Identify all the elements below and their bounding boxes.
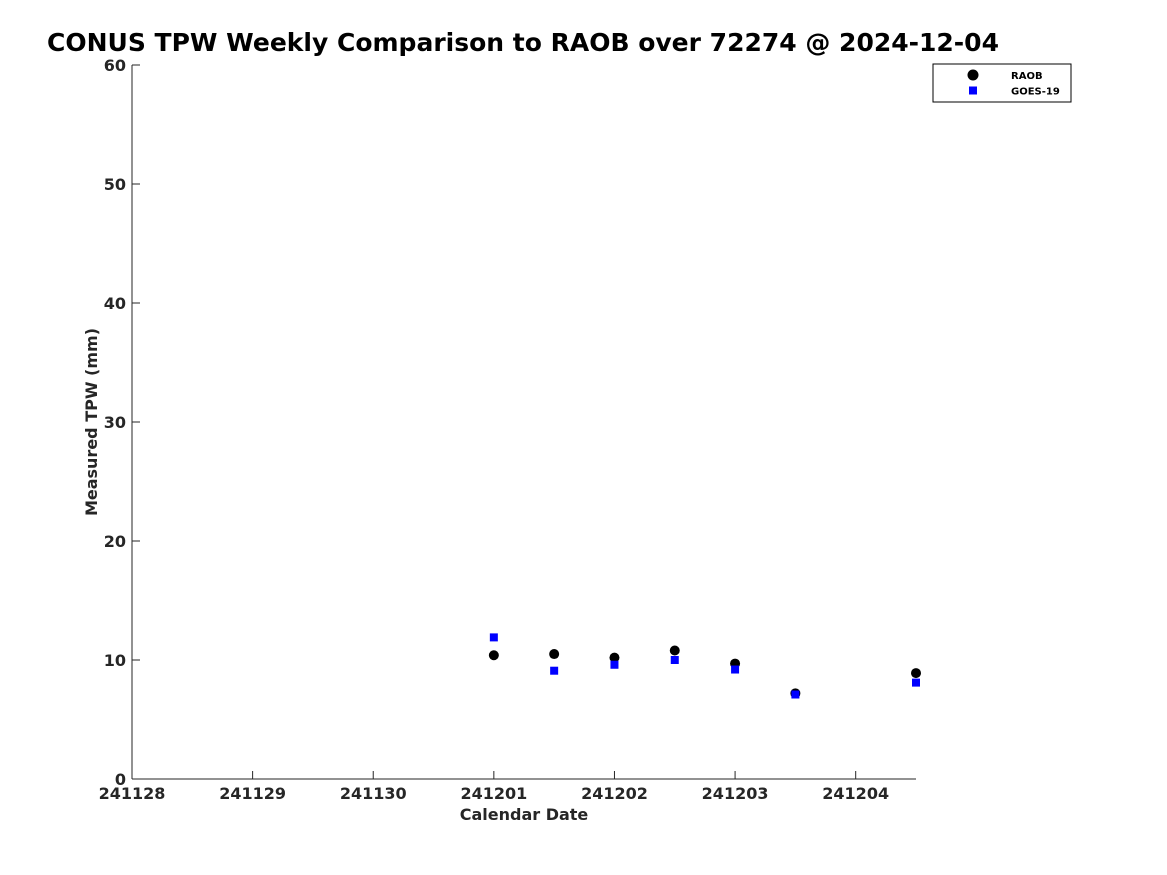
y-tick-label: 50: [104, 175, 126, 194]
y-axis-ticks: 0 10 20 30 40 50 60: [104, 56, 140, 789]
x-axis-ticks: 241128 241129 241130 241201 241202 241203 2412…: [99, 771, 889, 803]
legend: RAOB GOES-19: [932, 63, 1072, 103]
goes19-point: [610, 660, 619, 669]
raob-point: [549, 649, 560, 660]
x-tick-label: 241201: [460, 784, 527, 803]
raob-point: [609, 652, 620, 663]
x-tick-label: 241129: [219, 784, 286, 803]
x-tick-label: 241130: [340, 784, 407, 803]
chart-title: CONUS TPW Weekly Comparison to RAOB over…: [47, 28, 999, 57]
legend-label: GOES-19: [1011, 87, 1060, 98]
y-tick-label: 60: [104, 56, 126, 75]
y-axis-label: Measured TPW (mm): [82, 328, 101, 516]
x-tick-label: 241128: [99, 784, 166, 803]
data-marks: [488, 633, 921, 699]
goes19-point: [791, 690, 800, 699]
legend-marker-goes19: [969, 86, 977, 95]
axes: [131, 65, 916, 780]
y-tick-label: 40: [104, 294, 126, 313]
raob-point: [911, 668, 921, 679]
goes19-point: [489, 633, 498, 642]
legend-marker-raob: [967, 69, 979, 81]
y-tick-label: 20: [104, 532, 126, 551]
goes19-point: [550, 666, 559, 675]
raob-point: [669, 645, 680, 656]
x-tick-label: 241204: [822, 784, 889, 803]
x-tick-label: 241203: [702, 784, 769, 803]
x-axis-label: Calendar Date: [460, 805, 589, 824]
legend-box: [932, 63, 1072, 103]
goes19-point: [912, 678, 920, 687]
y-tick-label: 0: [115, 770, 126, 789]
raob-point: [488, 650, 499, 661]
y-tick-label: 30: [104, 413, 126, 432]
goes19-point: [731, 665, 740, 674]
legend-label: RAOB: [1011, 71, 1043, 82]
y-tick-label: 10: [104, 651, 126, 670]
x-tick-label: 241202: [581, 784, 648, 803]
goes19-point: [670, 656, 679, 664]
